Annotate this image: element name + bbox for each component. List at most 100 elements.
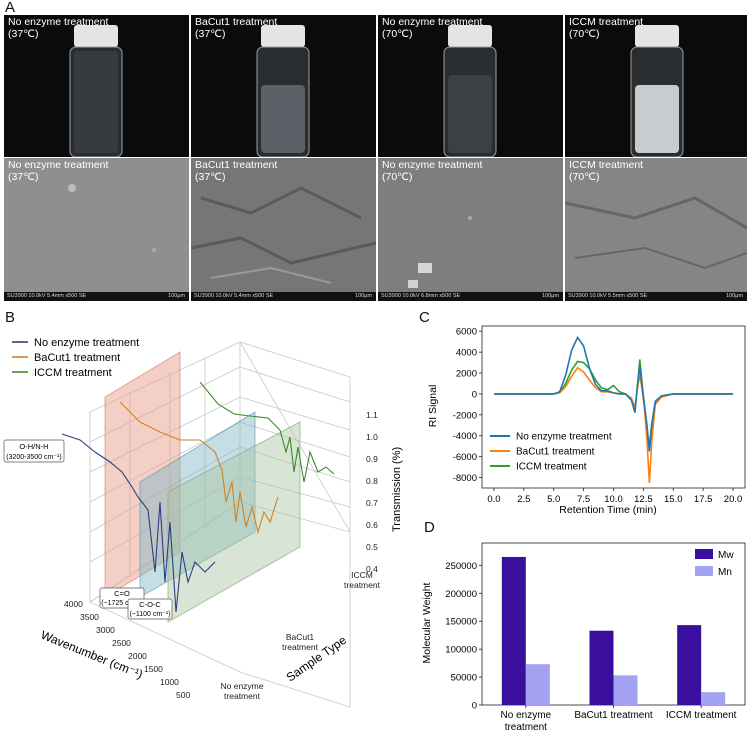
panel-label-b: B [5, 309, 16, 326]
vial-photo-iccm-70: ICCM treatment (70℃) [565, 15, 747, 157]
annotation-oh-line2: (3200-3500 cm⁻¹) [6, 454, 61, 461]
annotation-coc: C-O-C (~1100 cm⁻¹) [127, 598, 173, 620]
annotation-coc-line1: C-O-C [139, 600, 161, 609]
sem-caption-line1: ICCM treatment [569, 159, 644, 171]
c-ytick-label: 6000 [456, 327, 477, 338]
c-legend-label: ICCM treatment [516, 462, 587, 473]
wavenumber-tick: 1000 [160, 677, 179, 687]
d-ytick-label: 100000 [445, 645, 477, 656]
c-xtick-label: 17.5 [694, 494, 713, 505]
vial-image [69, 25, 123, 157]
sem-caption-line1: BaCut1 treatment [195, 159, 278, 171]
photo-caption-line2: (70℃) [569, 28, 600, 40]
sem-scale-label: 100μm [726, 293, 743, 299]
sample-tick-no-enzyme-l2: treatment [224, 691, 261, 701]
d-ytick-label: 0 [472, 701, 477, 712]
ftir-trace-no-enzyme [61, 433, 216, 613]
annotation-co-line2: (~1725 cm⁻¹) [101, 600, 143, 607]
d-xtick-label: No enzyme [501, 710, 552, 721]
transmission-tick: 0.7 [366, 498, 378, 508]
ftir-trace-iccm [199, 381, 335, 483]
d-bar [701, 692, 726, 705]
d-xtick-label: BaCut1 treatment [574, 710, 653, 721]
sem-caption-line1: No enzyme treatment [382, 159, 483, 171]
d-ytick-label: 200000 [445, 589, 477, 600]
wavenumber-tick: 3500 [80, 612, 99, 622]
c-xtick-label: 10.0 [604, 494, 623, 505]
c-ytick-label: 2000 [456, 369, 477, 380]
transmission-tick: 0.6 [366, 520, 378, 530]
annotation-co-line1: C=O [114, 589, 130, 598]
wavenumber-tick: 500 [176, 690, 190, 700]
gpc-line-chart: 0.0 2.5 5.0 7.5 10.0 12.5 15.0 17.5 20.0 6000 4000… [427, 325, 746, 516]
c-ytick-label: 4000 [456, 348, 477, 359]
c-xtick-label: 15.0 [664, 494, 683, 505]
vial-image [443, 25, 497, 157]
panel-label-a: A [5, 0, 16, 16]
sem-texture [565, 196, 747, 270]
sem-info-bar: SU3900 10.0kV 5.5mm x500 SE [568, 293, 648, 299]
photo-caption-line1: BaCut1 treatment [195, 16, 278, 28]
legend-no-enzyme: No enzyme treatment [34, 337, 139, 349]
d-xtick-label: treatment [505, 722, 547, 733]
d-bar [525, 664, 550, 705]
sem-caption-line2: (70℃) [569, 171, 600, 183]
c-series-line [494, 335, 733, 452]
d-ytick-label: 50000 [451, 673, 477, 684]
c-ytick-label: -2000 [453, 410, 477, 421]
sem-caption-line2: (70℃) [382, 171, 413, 183]
wavenumber-tick: 2500 [112, 638, 131, 648]
c-xtick-label: 2.5 [517, 494, 530, 505]
sem-scale-label: 100μm [168, 293, 185, 299]
vial-photo-no-enzyme-70: No enzyme treatment (70℃) [378, 15, 563, 157]
sample-tick-no-enzyme-l1: No enzyme [221, 681, 264, 691]
transmission-tick: 0.9 [366, 454, 378, 464]
d-bar [613, 675, 638, 705]
transmission-tick: 1.0 [366, 432, 378, 442]
wavenumber-tick: 2000 [128, 651, 147, 661]
transmission-tick: 0.4 [366, 564, 378, 574]
c-legend-label: BaCut1 treatment [516, 447, 595, 458]
annotation-oh: O-H/N-H (3200-3500 cm⁻¹) [3, 439, 65, 463]
sample-tick-bacut1-l2: treatment [282, 642, 319, 652]
sem-caption-line2: (37℃) [8, 171, 39, 183]
photo-caption-line2: (37℃) [195, 28, 226, 40]
region-plane-coc [167, 421, 301, 623]
photo-caption-line2: (37℃) [8, 28, 39, 40]
sem-image-bacut1-37: BaCut1 treatment (37℃) SU3900 10.0kV 5.4m… [191, 158, 376, 301]
c-legend-label: No enzyme treatment [516, 432, 612, 443]
c-ytick-label: -8000 [453, 473, 477, 484]
photo-caption-line1: ICCM treatment [569, 16, 644, 28]
annotation-coc-line2: (~1100 cm⁻¹) [129, 611, 170, 618]
d-legend-label: Mw [718, 550, 734, 561]
d-bar [677, 625, 702, 705]
sem-texture [408, 216, 472, 288]
d-ytick-label: 250000 [445, 561, 477, 572]
d-legend-swatch [695, 549, 713, 559]
c-ytick-label: 0 [472, 389, 477, 400]
c-xtick-label: 20.0 [724, 494, 743, 505]
photo-caption-line1: No enzyme treatment [8, 16, 109, 28]
d-ytick-label: 150000 [445, 617, 477, 628]
c-ytick-label: -6000 [453, 452, 477, 463]
vial-image [256, 25, 310, 157]
transmission-axis-label: Transmission (%) [391, 447, 403, 532]
sem-info-bar: SU3900 10.0kV 6.8mm x500 SE [381, 293, 461, 299]
sem-texture [68, 184, 156, 252]
wavenumber-tick: 3000 [96, 625, 115, 635]
d-ylabel: Molecular Weight [421, 582, 433, 663]
region-plane-co [139, 411, 256, 598]
molecular-weight-bar-chart: 0 50000 100000 150000 200000 250000 No enzymet… [421, 542, 746, 733]
sample-tick-iccm-l2: treatment [344, 580, 381, 590]
c-xtick-label: 5.0 [547, 494, 560, 505]
sample-tick-iccm-l1: ICCM [351, 570, 373, 580]
c-xtick-label: 12.5 [634, 494, 653, 505]
legend-iccm: ICCM treatment [34, 367, 112, 379]
sem-info-bar: SU3900 10.0kV 5.4mm x500 SE [7, 293, 87, 299]
vial-image [630, 25, 684, 157]
vial-photo-no-enzyme-37: No enzyme treatment (37℃) [4, 15, 189, 157]
sem-caption-line1: No enzyme treatment [8, 159, 109, 171]
photo-caption-line2: (70℃) [382, 28, 413, 40]
ftir-legend: No enzyme treatment BaCut1 treatment ICC… [12, 337, 139, 379]
panel-label-d: D [424, 519, 435, 536]
